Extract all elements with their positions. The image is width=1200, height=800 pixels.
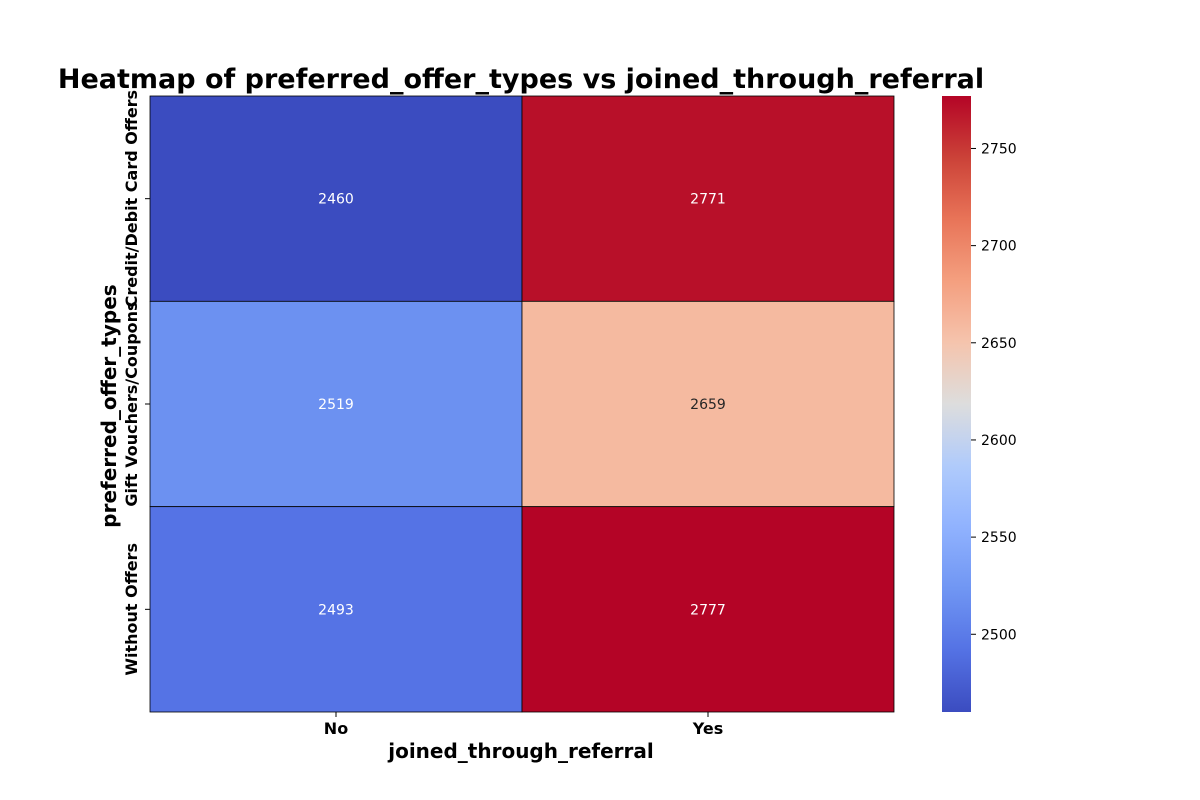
x-axis-label: joined_through_referral — [387, 739, 654, 763]
cell-value-label: 2460 — [318, 192, 354, 208]
colorbar-tick-label: 2550 — [981, 530, 1017, 546]
cell-value-label: 2777 — [690, 602, 726, 618]
x-tick-label: No — [324, 719, 348, 738]
x-tick-label: Yes — [692, 719, 724, 738]
colorbar-tick-label: 2750 — [981, 141, 1017, 157]
heatmap-cell — [149, 300, 523, 508]
colorbar-gradient — [942, 96, 971, 712]
x-axis: No Yes — [324, 712, 723, 738]
heatmap-cells — [149, 95, 895, 713]
y-tick-label: Gift Vouchers/Coupons — [122, 301, 141, 506]
colorbar: 2500 2550 2600 2650 2700 2750 — [942, 96, 1017, 712]
colorbar-ticks: 2500 2550 2600 2650 2700 2750 — [971, 141, 1017, 643]
heatmap-cell — [521, 506, 895, 713]
colorbar-tick-label: 2600 — [981, 433, 1017, 449]
heatmap-cell — [521, 300, 895, 508]
y-tick-label: Without Offers — [122, 543, 141, 676]
heatmap-cell — [149, 95, 523, 302]
y-axis-label: preferred_offer_types — [97, 284, 121, 527]
colorbar-tick-label: 2500 — [981, 627, 1017, 643]
colorbar-tick-label: 2700 — [981, 239, 1017, 255]
cell-value-label: 2493 — [318, 602, 354, 618]
heatmap-cell — [521, 95, 895, 302]
chart-title: Heatmap of preferred_offer_types vs join… — [58, 64, 984, 95]
cell-value-label: 2659 — [690, 397, 726, 413]
cell-value-label: 2771 — [690, 192, 726, 208]
cell-value-label: 2519 — [318, 397, 354, 413]
heatmap-cell-labels: 2460 2771 2519 2659 2493 2777 — [318, 192, 726, 619]
colorbar-tick-label: 2650 — [981, 336, 1017, 352]
heatmap-cell — [149, 506, 523, 713]
y-tick-label: Credit/Debit Card Offers — [122, 90, 141, 307]
